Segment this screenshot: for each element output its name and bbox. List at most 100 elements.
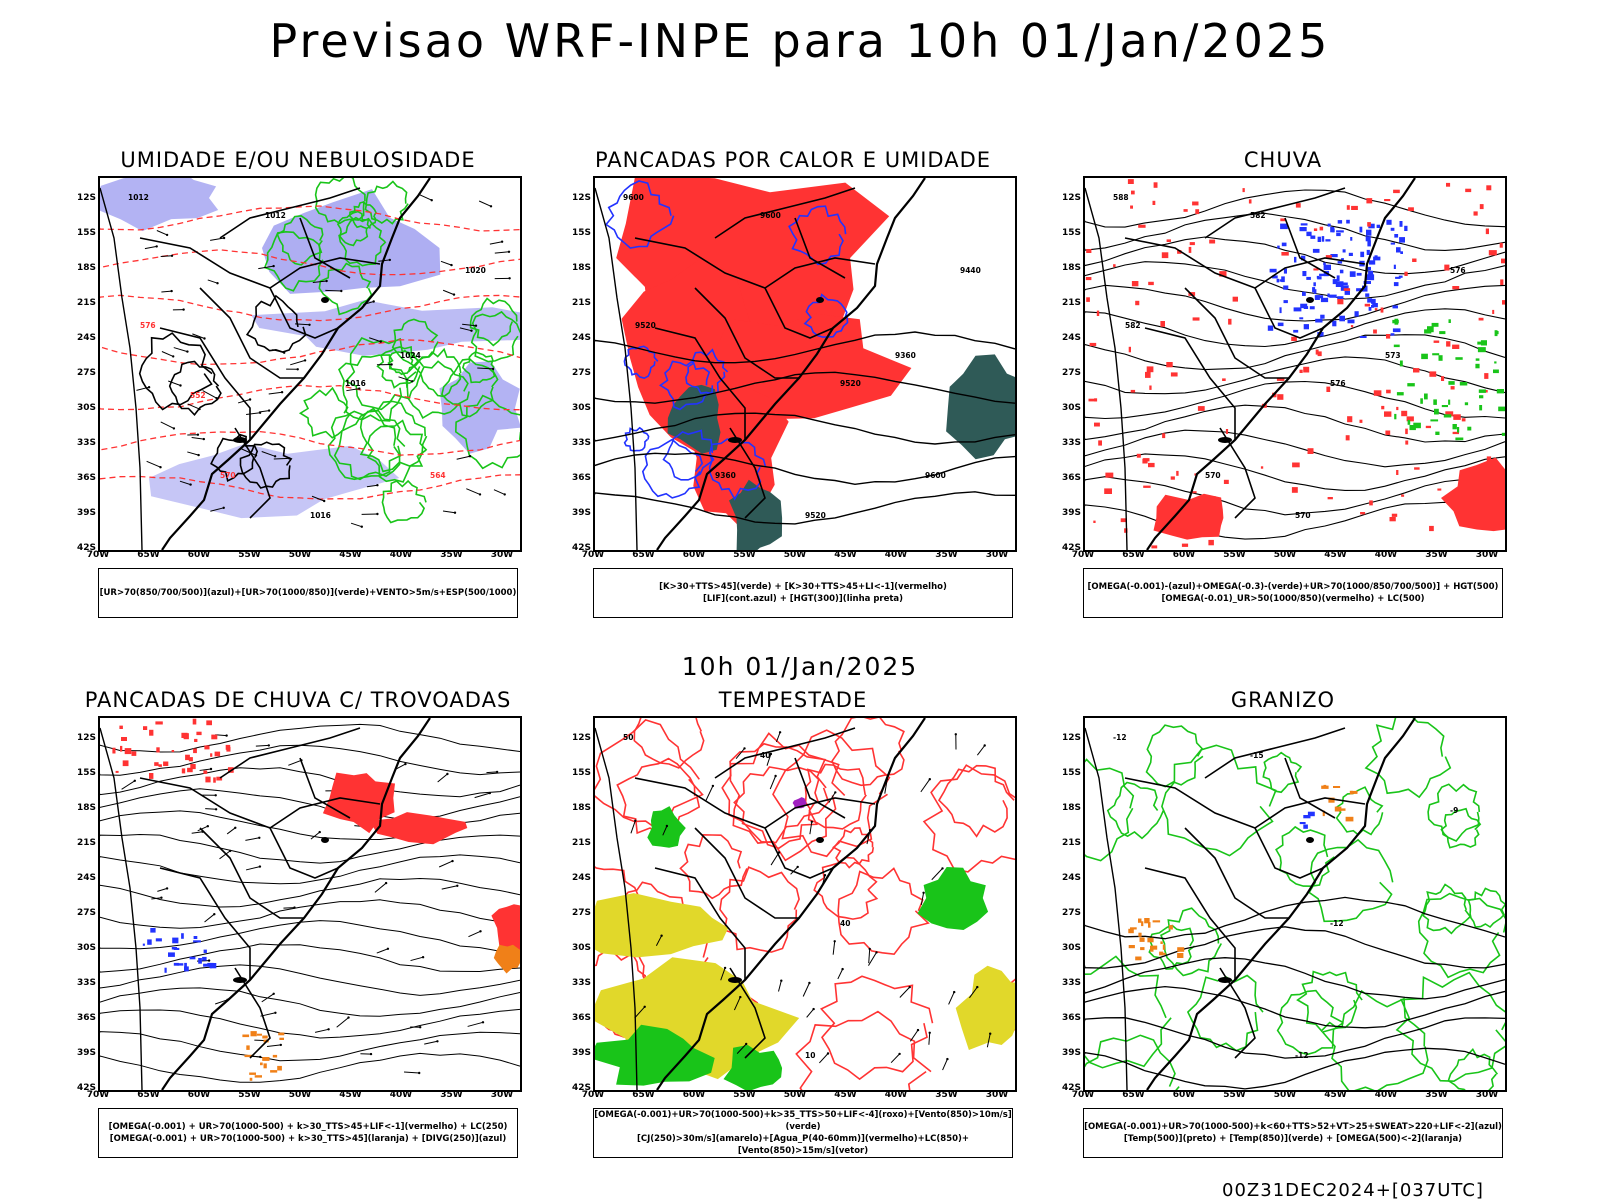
contour-label: -9	[1450, 806, 1458, 815]
lon-tick-label: 35W	[932, 550, 962, 560]
lon-tick-label: 50W	[285, 1090, 315, 1100]
lon-tick-label: 55W	[235, 550, 265, 560]
lat-tick-label: 18S	[553, 263, 591, 273]
lat-tick-label: 15S	[1043, 228, 1081, 238]
lon-tick-label: 60W	[679, 1090, 709, 1100]
lat-tick-label: 27S	[553, 908, 591, 918]
lon-tick-label: 35W	[932, 1090, 962, 1100]
lat-tick-label: 33S	[58, 438, 96, 448]
lon-tick-label: 30W	[487, 1090, 517, 1100]
lon-tick-label: 55W	[1220, 1090, 1250, 1100]
lon-tick-label: 50W	[1270, 1090, 1300, 1100]
lat-tick-label: 33S	[553, 438, 591, 448]
panel-title: UMIDADE E/OU NEBULOSIDADE	[58, 148, 538, 172]
lat-tick-label: 36S	[1043, 1013, 1081, 1023]
humidity-high-blue	[100, 178, 218, 231]
andes-border	[1085, 188, 1127, 550]
lon-tick-label: 40W	[881, 1090, 911, 1100]
omega-green-specks	[1392, 319, 1505, 441]
lon-tick-label: 35W	[1422, 1090, 1452, 1100]
lat-tick-label: 39S	[1043, 1048, 1081, 1058]
lat-tick-label: 30S	[58, 943, 96, 953]
lat-tick-label: 24S	[1043, 873, 1081, 883]
lat-tick-label: 27S	[58, 368, 96, 378]
lon-tick-label: 35W	[1422, 550, 1452, 560]
legend-line: [OMEGA(-0.001)+UR>70(1000-500)+k<60+TTS>…	[1084, 1121, 1502, 1133]
lat-tick-label: 33S	[1043, 978, 1081, 988]
map-frame: -12-15-12-12-9	[1083, 716, 1507, 1092]
lon-tick-label: 65W	[629, 550, 659, 560]
lat-tick-label: 39S	[58, 508, 96, 518]
convection-green-area	[946, 354, 1015, 459]
omega500-orange-specks	[1321, 785, 1357, 822]
lat-tick-label: 36S	[553, 473, 591, 483]
legend-box: [UR>70(850/700/500)](azul)+[UR>70(1000/8…	[98, 568, 518, 618]
legend-line: [OMEGA(-0.001)+UR>70(1000-500)+k>35_TTS>…	[594, 1109, 1012, 1133]
contour-label: 576	[1330, 379, 1346, 388]
temp850-contour	[1468, 888, 1505, 927]
legend-line: [UR>70(850/700/500)](azul)+[UR>70(1000/8…	[99, 587, 517, 599]
lake-patos	[1218, 437, 1232, 443]
contour-label: 576	[1450, 266, 1466, 275]
contour-label: -12	[1113, 733, 1127, 742]
lon-tick-label: 70W	[1068, 550, 1098, 560]
lon-tick-label: 55W	[235, 1090, 265, 1100]
contour-label: 9600	[623, 193, 644, 202]
contour-label: 1020	[465, 266, 486, 275]
lat-tick-label: 21S	[58, 298, 96, 308]
lat-tick-label: 24S	[1043, 333, 1081, 343]
panel-title: CHUVA	[1043, 148, 1523, 172]
contour-label: 9600	[760, 211, 781, 220]
legend-line: [Temp(500)](preto) + [Temp(850)](verde) …	[1084, 1133, 1502, 1145]
jet-yellow-area	[956, 966, 1015, 1050]
lat-tick-label: 15S	[1043, 768, 1081, 778]
lat-tick-label: 21S	[553, 838, 591, 848]
humidity-low-green	[382, 481, 426, 523]
lake-itaipu	[321, 837, 329, 843]
lat-tick-label: 27S	[58, 908, 96, 918]
pw-contour-red	[924, 765, 1015, 872]
lon-tick-label: 30W	[1472, 1090, 1502, 1100]
lat-tick-label: 18S	[1043, 263, 1081, 273]
lon-tick-label: 40W	[1371, 1090, 1401, 1100]
thunderstorm-orange-specks	[242, 1031, 284, 1081]
lat-tick-label: 36S	[58, 1013, 96, 1023]
lat-tick-label: 30S	[553, 943, 591, 953]
lon-tick-label: 50W	[780, 550, 810, 560]
streamline-hgt500	[1085, 405, 1505, 442]
contour-label: 9360	[895, 351, 916, 360]
contour-label: -12	[1330, 919, 1344, 928]
contour-label: 9520	[805, 511, 826, 520]
contour-label: 9440	[960, 266, 981, 275]
lat-tick-label: 36S	[58, 473, 96, 483]
contour-label: 564	[430, 471, 446, 480]
contour-label: 576	[140, 321, 156, 330]
lon-tick-label: 45W	[831, 550, 861, 560]
pw-contour-red	[832, 718, 904, 785]
lon-tick-label: 70W	[578, 550, 608, 560]
legend-box: [K>30+TTS>45](verde) + [K>30+TTS>45+LI<-…	[593, 568, 1013, 618]
pw-contour-red	[814, 857, 877, 919]
lon-tick-label: 70W	[83, 550, 113, 560]
pw-contour-red	[796, 1012, 931, 1090]
lon-tick-label: 70W	[83, 1090, 113, 1100]
lat-tick-label: 21S	[1043, 298, 1081, 308]
contour-label: 1016	[310, 511, 331, 520]
lon-tick-label: 30W	[487, 550, 517, 560]
lon-tick-label: 30W	[982, 1090, 1012, 1100]
lat-tick-label: 24S	[58, 333, 96, 343]
lat-tick-label: 12S	[1043, 193, 1081, 203]
lon-tick-label: 65W	[1119, 1090, 1149, 1100]
pw-contour-red	[680, 835, 747, 899]
lon-tick-label: 60W	[679, 550, 709, 560]
streamline-250	[100, 789, 520, 819]
